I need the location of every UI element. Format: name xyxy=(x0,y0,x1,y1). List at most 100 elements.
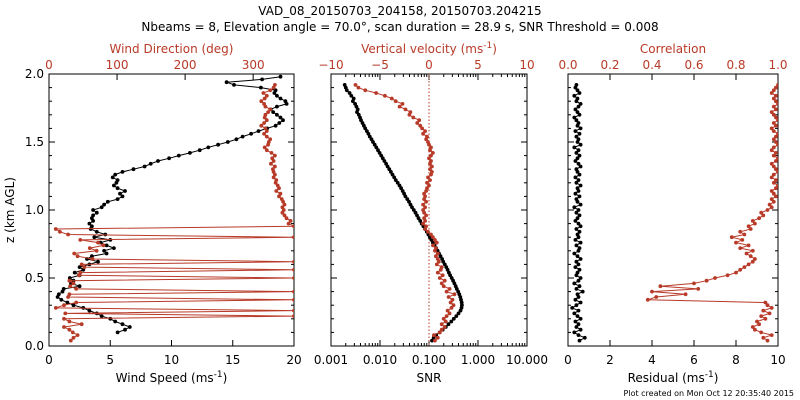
top-axis-label: Correlation xyxy=(640,42,706,56)
data-point xyxy=(576,137,581,142)
data-point xyxy=(769,91,774,95)
data-point xyxy=(456,311,461,316)
data-point xyxy=(395,180,400,185)
data-point xyxy=(437,276,442,280)
data-point xyxy=(574,210,579,215)
data-point xyxy=(261,91,266,95)
data-point xyxy=(423,205,427,210)
data-point xyxy=(574,167,579,172)
data-point xyxy=(292,224,294,229)
data-point xyxy=(576,178,581,183)
data-point xyxy=(393,99,398,104)
data-point xyxy=(445,308,450,313)
x-tick-label: 10 xyxy=(770,353,785,367)
data-point xyxy=(62,303,66,308)
data-point xyxy=(256,129,261,134)
data-point xyxy=(59,297,64,302)
data-point xyxy=(426,140,430,144)
series-vertical-velocity xyxy=(353,83,457,343)
data-point xyxy=(415,121,420,125)
data-point xyxy=(769,205,774,210)
data-point xyxy=(439,322,444,327)
data-point xyxy=(769,110,774,114)
data-point xyxy=(574,197,579,202)
data-point xyxy=(94,229,99,234)
top-tick-label: 0.6 xyxy=(684,58,703,72)
data-point xyxy=(418,219,423,223)
data-point xyxy=(240,134,245,139)
data-point xyxy=(771,180,776,185)
panel-residual: 0 2 4 6 8 10 0.0 0.2 0.4 0.6 0.8 1.0 Residual (ms-1)… xyxy=(558,42,787,385)
data-point xyxy=(353,102,357,106)
data-point xyxy=(266,110,270,114)
top-tick-label: −10 xyxy=(318,58,343,72)
data-point xyxy=(763,316,768,321)
data-point xyxy=(576,208,581,212)
data-point xyxy=(279,197,284,202)
title-line-1: VAD_08_20150703_204158, 20150703.204215 xyxy=(258,4,541,18)
data-point xyxy=(112,246,116,251)
data-point xyxy=(771,88,776,93)
data-point xyxy=(577,91,582,95)
data-point xyxy=(392,175,397,180)
data-point xyxy=(574,259,579,264)
top-tick-label: 0.8 xyxy=(726,58,745,72)
data-point xyxy=(578,142,583,147)
data-point xyxy=(75,333,80,337)
top-tick-label: 0.0 xyxy=(558,58,577,72)
data-point xyxy=(572,115,577,120)
data-point xyxy=(424,199,428,204)
data-point xyxy=(769,197,774,202)
top-axis-label-text: Correlation xyxy=(640,42,706,56)
data-point xyxy=(774,123,778,128)
y-tick-label: 1.5 xyxy=(25,135,44,149)
data-point xyxy=(430,170,434,174)
data-point xyxy=(68,338,73,343)
data-point xyxy=(658,284,663,289)
data-point xyxy=(434,240,439,245)
data-point xyxy=(423,129,427,134)
data-point xyxy=(268,137,273,142)
data-point xyxy=(408,202,413,207)
top-tick-label: −5 xyxy=(371,58,389,72)
data-point xyxy=(422,191,426,196)
data-point xyxy=(356,85,361,90)
data-point xyxy=(206,145,211,150)
data-point xyxy=(774,140,778,144)
data-point xyxy=(435,270,440,275)
data-point xyxy=(282,213,287,218)
data-point xyxy=(767,202,772,207)
data-point xyxy=(407,199,411,204)
data-point xyxy=(774,107,778,112)
data-point xyxy=(759,314,764,318)
data-point xyxy=(572,251,577,256)
data-point xyxy=(421,221,425,226)
data-point xyxy=(576,322,581,327)
data-point xyxy=(429,145,433,150)
x-tick-label: 1.000 xyxy=(461,353,495,367)
data-point xyxy=(577,267,582,272)
data-point xyxy=(113,172,118,177)
series-residual xyxy=(570,83,587,343)
data-point xyxy=(761,335,766,340)
data-point xyxy=(761,213,766,218)
data-point xyxy=(67,278,72,283)
data-point xyxy=(292,314,294,318)
data-point xyxy=(729,235,734,240)
data-point xyxy=(90,257,95,261)
data-point xyxy=(102,202,106,207)
panel-snr: 0.001 0.010 0.100 1.000 10.000 −10 −5 0 5 10 SNR Ve… xyxy=(314,41,548,385)
data-point xyxy=(104,243,109,248)
data-point xyxy=(578,202,583,207)
data-point xyxy=(575,292,580,297)
data-point xyxy=(292,276,294,280)
data-point xyxy=(769,333,774,337)
data-point xyxy=(753,221,757,226)
data-point xyxy=(774,85,778,90)
data-point xyxy=(771,172,776,177)
data-point xyxy=(574,118,579,123)
data-point xyxy=(99,205,104,210)
data-point xyxy=(577,112,582,117)
top-axis-label: Wind Direction (deg) xyxy=(110,42,234,56)
data-point xyxy=(376,148,380,153)
